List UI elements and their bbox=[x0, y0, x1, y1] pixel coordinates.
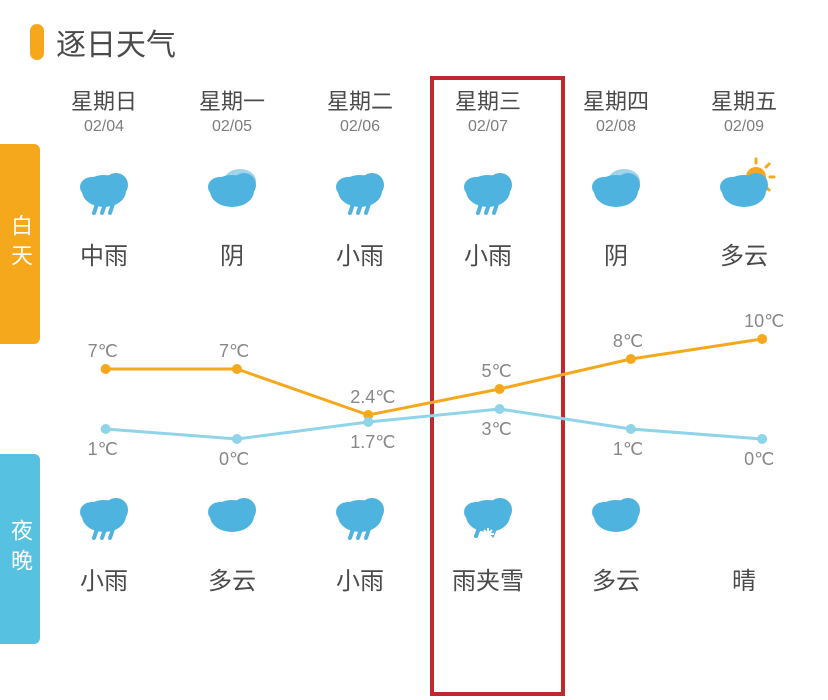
day-header: 星期一 02/05 bbox=[199, 84, 265, 136]
night-icon bbox=[200, 479, 264, 549]
high-temp-label: 7℃ bbox=[88, 341, 118, 362]
night-icon bbox=[328, 479, 392, 549]
day-condition: 多云 bbox=[720, 236, 768, 271]
high-temp-label: 10℃ bbox=[744, 311, 784, 332]
day-condition: 中雨 bbox=[80, 236, 128, 271]
date: 02/05 bbox=[199, 118, 265, 136]
day-condition: 阴 bbox=[220, 236, 244, 271]
day-condition: 小雨 bbox=[464, 236, 512, 271]
day-icon bbox=[328, 154, 392, 224]
night-condition: 多云 bbox=[592, 561, 640, 596]
day-header: 星期四 02/08 bbox=[583, 84, 649, 136]
day-header: 星期二 02/06 bbox=[327, 84, 393, 136]
night-icon bbox=[456, 479, 520, 549]
date: 02/04 bbox=[71, 118, 137, 136]
day-condition: 小雨 bbox=[336, 236, 384, 271]
day-header: 星期五 02/09 bbox=[711, 84, 777, 136]
date: 02/07 bbox=[455, 118, 521, 136]
days-grid: 星期日 02/04 中雨 小雨 星期一 02/05 阴 多云 星期二 02/06… bbox=[40, 84, 808, 644]
day-condition: 阴 bbox=[604, 236, 628, 271]
low-temp-label: 3℃ bbox=[482, 419, 512, 440]
night-condition: 晴 bbox=[732, 561, 756, 596]
day-header: 星期日 02/04 bbox=[71, 84, 137, 136]
weekday: 星期一 bbox=[199, 84, 265, 116]
low-temp-label: 0℃ bbox=[219, 449, 249, 470]
weekday: 星期三 bbox=[455, 84, 521, 116]
title-pill bbox=[30, 24, 44, 60]
night-condition: 多云 bbox=[208, 561, 256, 596]
weekday: 星期日 bbox=[71, 84, 137, 116]
temperature-chart bbox=[40, 299, 828, 479]
date: 02/06 bbox=[327, 118, 393, 136]
title-row: 逐日天气 bbox=[0, 20, 808, 64]
date: 02/09 bbox=[711, 118, 777, 136]
low-temp-label: 1℃ bbox=[613, 439, 643, 460]
high-temp-label: 5℃ bbox=[482, 361, 512, 382]
weekday: 星期五 bbox=[711, 84, 777, 116]
night-icon bbox=[72, 479, 136, 549]
day-icon bbox=[712, 154, 776, 224]
low-temp-label: 0℃ bbox=[744, 449, 774, 470]
weekday: 星期四 bbox=[583, 84, 649, 116]
night-condition: 小雨 bbox=[336, 561, 384, 596]
title-text: 逐日天气 bbox=[56, 20, 176, 64]
day-icon bbox=[584, 154, 648, 224]
night-condition: 小雨 bbox=[80, 561, 128, 596]
high-temp-label: 8℃ bbox=[613, 331, 643, 352]
day-icon bbox=[72, 154, 136, 224]
day-label: 白天 bbox=[0, 144, 40, 344]
high-temp-label: 2.4℃ bbox=[350, 387, 395, 408]
high-temp-label: 7℃ bbox=[219, 341, 249, 362]
day-header: 星期三 02/07 bbox=[455, 84, 521, 136]
night-label: 夜晚 bbox=[0, 454, 40, 644]
night-condition: 雨夹雪 bbox=[452, 561, 524, 596]
night-icon bbox=[584, 479, 648, 549]
content: 白天 夜晚 星期日 02/04 中雨 小雨 星期一 02/05 阴 多云 星期二… bbox=[0, 84, 808, 644]
date: 02/08 bbox=[583, 118, 649, 136]
low-temp-label: 1℃ bbox=[88, 439, 118, 460]
night-icon bbox=[712, 479, 776, 549]
day-icon bbox=[456, 154, 520, 224]
weekday: 星期二 bbox=[327, 84, 393, 116]
weather-forecast: 逐日天气 白天 夜晚 星期日 02/04 中雨 小雨 星期一 02/05 阴 多… bbox=[0, 0, 828, 700]
day-icon bbox=[200, 154, 264, 224]
side-labels: 白天 夜晚 bbox=[0, 84, 40, 644]
low-temp-label: 1.7℃ bbox=[350, 432, 395, 453]
